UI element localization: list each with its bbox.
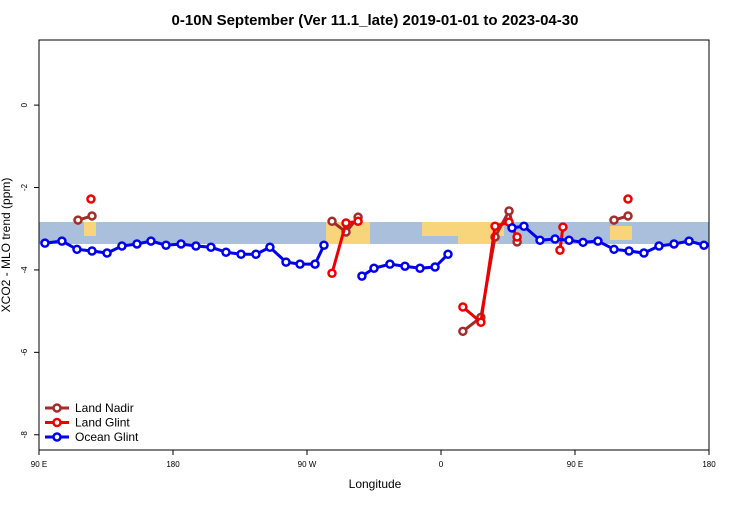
data-point [72, 244, 82, 255]
x-tick-label: 180 [702, 460, 716, 469]
data-point [443, 249, 453, 260]
land [84, 222, 632, 244]
y-tick-label: 0 [20, 102, 29, 107]
data-point [295, 259, 305, 269]
data-point [369, 263, 379, 274]
data-point [73, 215, 83, 225]
data-point [206, 242, 216, 253]
data-point [357, 271, 367, 281]
data-point [385, 259, 395, 269]
data-point [555, 245, 565, 255]
data-point [476, 317, 486, 328]
legend-marker [52, 403, 62, 413]
data-point [319, 240, 329, 250]
x-tick-label: 180 [166, 460, 180, 469]
data-point [87, 211, 97, 221]
data-point [281, 257, 291, 267]
data-point [699, 240, 709, 250]
data-point [430, 262, 440, 272]
series-line [332, 199, 628, 322]
y-axis-label: XCO2 - MLO trend (ppm) [0, 178, 13, 313]
y-tick-label: -4 [20, 266, 29, 274]
data-point [161, 240, 171, 250]
x-tick-label: 0 [439, 460, 444, 469]
data-point [458, 326, 468, 337]
data-point [639, 248, 649, 258]
data-point [265, 242, 275, 253]
legend-label: Land Glint [75, 416, 130, 430]
legend-marker [52, 432, 62, 442]
data-point [310, 259, 320, 269]
data-point [132, 239, 142, 249]
data-point [415, 263, 425, 274]
data-point [504, 206, 514, 216]
data-point [623, 211, 633, 221]
data-point [40, 238, 50, 248]
data-point [519, 221, 529, 232]
data-point [624, 246, 634, 256]
data-point [236, 249, 246, 260]
data-point [512, 232, 522, 242]
data-point [535, 235, 545, 246]
data-point [609, 215, 619, 225]
data-point [593, 236, 603, 246]
data-point [507, 223, 517, 233]
y-tick-label: -8 [20, 431, 29, 439]
y-tick-label: -6 [20, 348, 29, 356]
data-point [400, 261, 410, 271]
data-point [550, 234, 560, 244]
x-tick-label: 90 E [567, 460, 583, 469]
x-axis-label: Longitude [349, 477, 402, 491]
data-point [327, 216, 337, 227]
data-point [176, 239, 186, 249]
legend-marker [52, 417, 62, 428]
data-point [623, 194, 633, 204]
data-point [490, 221, 500, 232]
data-point [578, 237, 588, 248]
data-point [684, 236, 694, 246]
x-tick-label: 90 W [298, 460, 317, 469]
data-point [458, 302, 468, 312]
chart-title: 0-10N September (Ver 11.1_late) 2019-01-… [172, 12, 579, 29]
data-point [669, 239, 679, 249]
data-point [654, 241, 664, 251]
data-point [117, 241, 127, 251]
data-point [609, 244, 619, 255]
data-point [221, 247, 231, 257]
data-point [87, 246, 97, 256]
plot-frame [38, 39, 710, 451]
data-point [57, 236, 67, 246]
data-point [341, 218, 351, 228]
legend-label: Land Nadir [75, 401, 134, 415]
legend-label: Ocean Glint [75, 430, 139, 444]
data-point [86, 194, 96, 204]
data-point [146, 236, 156, 246]
data-point [558, 222, 568, 232]
data-point [353, 216, 363, 227]
data-point [327, 268, 337, 278]
y-tick-label: -2 [20, 183, 29, 191]
data-point [102, 248, 112, 258]
data-point [251, 249, 261, 260]
data-point [191, 241, 201, 251]
data-point [564, 235, 574, 246]
x-tick-label: 90 E [31, 460, 47, 469]
